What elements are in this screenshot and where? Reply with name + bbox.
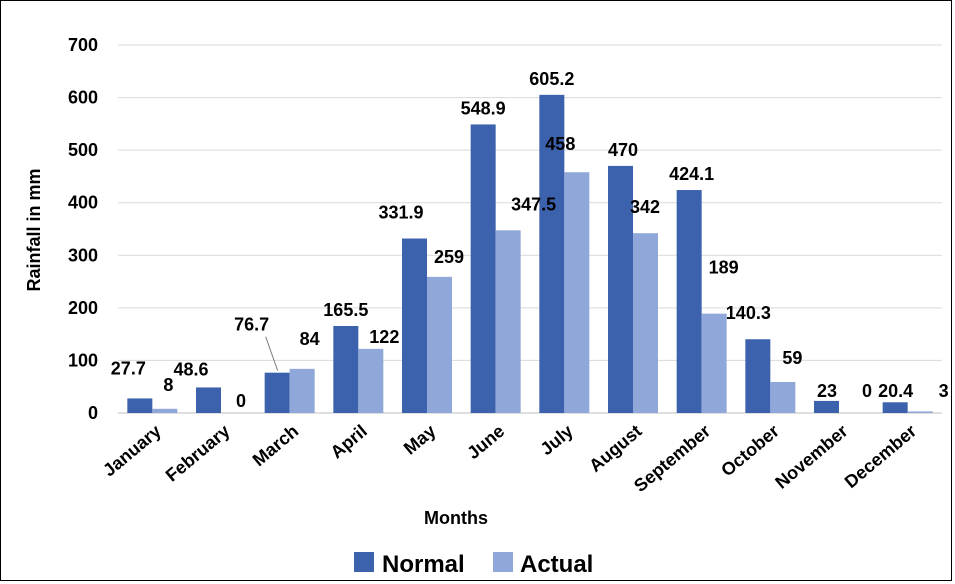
bar-normal-june <box>470 124 496 413</box>
data-label-normal-november: 23 <box>817 381 837 401</box>
data-label-normal-july: 605.2 <box>529 69 574 89</box>
data-label-actual-november: 0 <box>862 381 872 401</box>
y-tick-label: 700 <box>68 35 98 55</box>
x-tick-label-july: July <box>536 421 576 459</box>
legend: Normal Actual <box>354 551 593 578</box>
march-label-leader-line <box>265 336 279 371</box>
data-label-actual-february: 0 <box>236 391 246 411</box>
legend-swatch-actual <box>493 552 513 572</box>
data-label-normal-january: 27.7 <box>111 358 146 378</box>
data-label-actual-december: 3 <box>939 381 949 401</box>
x-tick-label-january: January <box>99 421 165 481</box>
bar-actual-april <box>358 348 384 413</box>
data-label-actual-october: 59 <box>782 348 802 368</box>
legend-label-normal: Normal <box>382 551 465 578</box>
data-label-actual-april: 122 <box>369 327 399 347</box>
gridlines <box>118 44 942 414</box>
bar-normal-october <box>745 339 771 413</box>
bar-actual-january <box>152 408 178 413</box>
bar-normal-april <box>333 325 359 413</box>
y-tick-label: 300 <box>68 245 98 265</box>
data-label-normal-october: 140.3 <box>726 303 771 323</box>
bar-normal-may <box>402 238 427 413</box>
bar-actual-october <box>770 381 796 413</box>
bars <box>127 94 933 414</box>
y-tick-label: 400 <box>68 193 98 213</box>
x-tick-label-february: February <box>162 421 234 486</box>
x-tick-label-september: September <box>630 421 714 496</box>
y-tick-label: 0 <box>88 403 98 423</box>
y-tick-label: 600 <box>68 88 98 108</box>
data-label-actual-august: 342 <box>630 197 660 217</box>
y-tick-label: 500 <box>68 140 98 160</box>
legend-label-actual: Actual <box>520 551 593 578</box>
data-label-normal-august: 470 <box>608 140 638 160</box>
bar-actual-june <box>495 230 521 413</box>
data-label-actual-september: 189 <box>709 258 739 278</box>
bar-actual-july <box>564 172 590 413</box>
data-labels: 27.7848.6076.784165.5122331.9259548.9347… <box>111 69 949 411</box>
bar-actual-may <box>427 276 452 413</box>
data-label-actual-june: 347.5 <box>511 194 556 214</box>
data-label-normal-april: 165.5 <box>323 300 368 320</box>
bar-normal-september <box>676 190 702 413</box>
x-tick-label-april: April <box>327 421 371 463</box>
y-tick-label: 100 <box>68 350 98 370</box>
legend-swatch-normal <box>354 552 374 572</box>
bar-normal-august <box>608 165 633 413</box>
bar-normal-december <box>882 402 908 413</box>
x-tick-label-may: May <box>400 421 440 459</box>
y-tick-label: 200 <box>68 298 98 318</box>
x-tick-label-october: October <box>717 421 783 481</box>
x-tick-label-june: June <box>463 421 508 463</box>
x-tick-label-november: November <box>771 421 851 493</box>
x-tick-label-december: December <box>841 421 921 492</box>
x-tick-label-august: August <box>585 421 645 476</box>
data-label-normal-february: 48.6 <box>173 359 208 379</box>
bar-normal-march <box>264 372 290 413</box>
bar-actual-december <box>907 411 933 413</box>
data-label-actual-march: 84 <box>300 329 320 349</box>
data-label-normal-december: 20.4 <box>878 381 913 401</box>
bar-normal-january <box>127 398 153 413</box>
y-axis-title: Rainfall in mm <box>24 168 44 291</box>
bar-actual-september <box>701 313 727 413</box>
bar-actual-august <box>633 233 658 413</box>
data-label-actual-july: 458 <box>545 134 575 154</box>
data-label-actual-january: 8 <box>163 375 173 395</box>
x-tick-label-march: March <box>249 421 302 470</box>
x-axis-title: Months <box>424 508 488 528</box>
bar-normal-july <box>539 94 565 414</box>
data-label-normal-june: 548.9 <box>461 98 506 118</box>
data-label-normal-may: 331.9 <box>378 203 423 223</box>
data-label-normal-september: 424.1 <box>669 164 714 184</box>
bar-normal-february <box>196 387 221 413</box>
bar-actual-march <box>289 368 315 413</box>
y-axis-ticks: 0 100 200 300 400 500 600 700 <box>68 35 98 423</box>
bar-normal-november <box>814 400 839 413</box>
data-label-normal-march: 76.7 <box>234 315 269 335</box>
data-label-actual-may: 259 <box>434 247 464 267</box>
